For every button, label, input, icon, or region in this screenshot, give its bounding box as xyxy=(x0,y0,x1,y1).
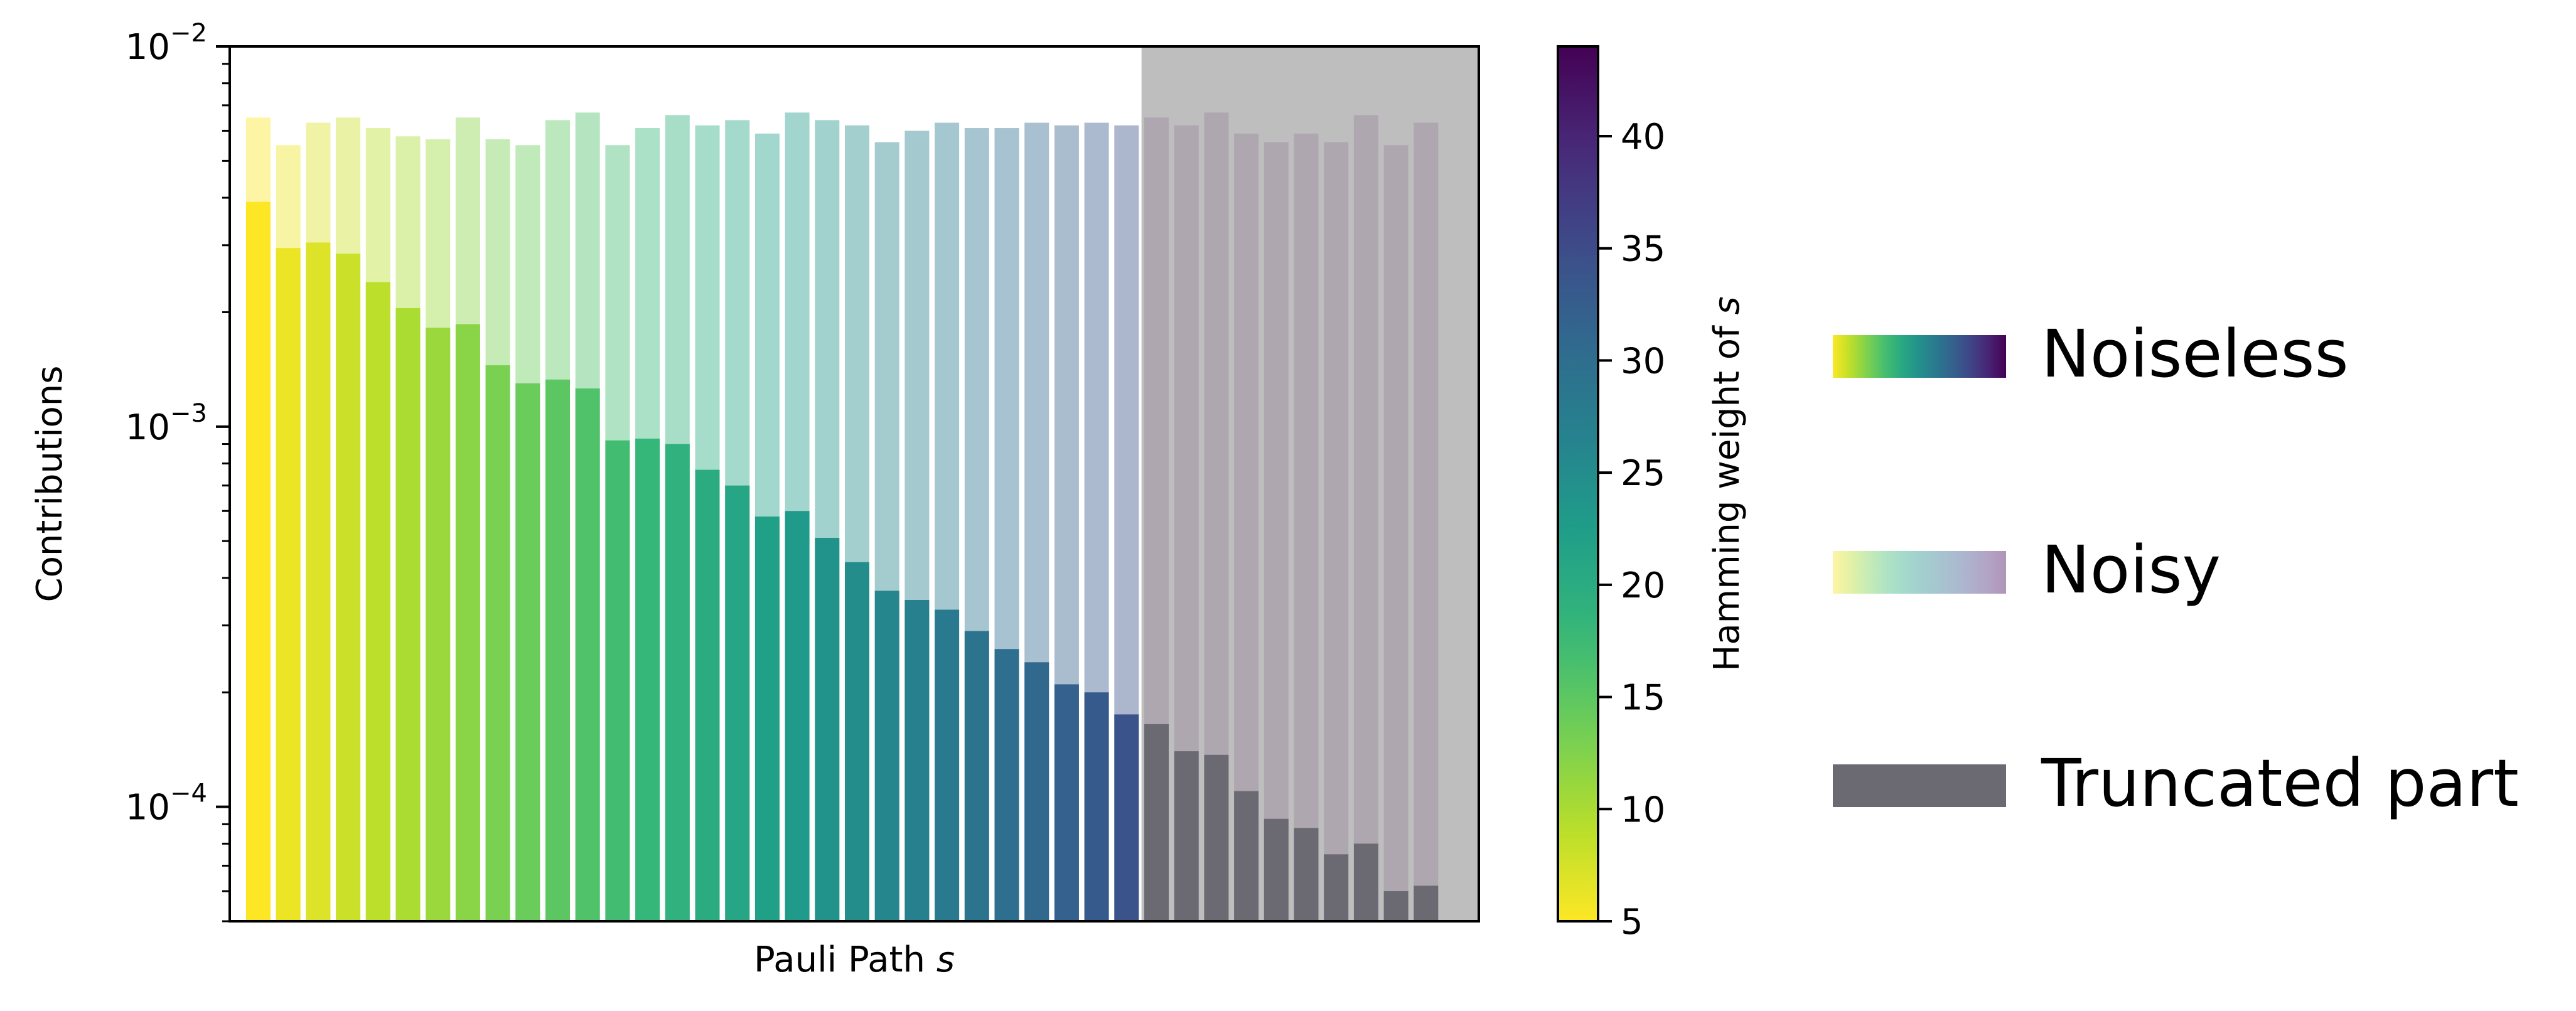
legend-swatch xyxy=(1833,551,2006,594)
noiseless-bar xyxy=(1144,724,1169,921)
noiseless-bar xyxy=(964,631,989,921)
noiseless-bar xyxy=(994,649,1019,921)
colorbar-tick-label: 35 xyxy=(1621,229,1665,270)
colorbar-label: Hamming weight of s xyxy=(1707,296,1747,671)
legend-label: Noiseless xyxy=(2041,316,2349,392)
noiseless-bar xyxy=(1353,843,1378,921)
noiseless-bar xyxy=(1324,854,1349,921)
noiseless-bar xyxy=(695,469,720,921)
y-tick-label: 10−4 xyxy=(126,779,207,828)
noiseless-bar xyxy=(1264,818,1289,921)
noiseless-bar xyxy=(336,254,361,921)
noiseless-bar xyxy=(426,328,451,921)
noiseless-bar xyxy=(785,511,810,921)
noisy-bar xyxy=(1324,142,1349,921)
noiseless-bar xyxy=(455,324,480,921)
noiseless-bar xyxy=(1114,714,1139,921)
noiseless-bar xyxy=(935,609,960,921)
noiseless-bar xyxy=(1054,684,1079,921)
x-axis-label: Pauli Path s xyxy=(754,939,955,980)
noisy-bar xyxy=(1234,133,1259,921)
colorbar-ticks: 5 10 15 20 25 30 35 40 xyxy=(1598,117,1665,943)
y-axis-ticks: 10−2 10−3 10−4 xyxy=(126,19,230,923)
noiseless-bar xyxy=(605,440,630,921)
noiseless-bar xyxy=(725,485,750,921)
noiseless-bar xyxy=(306,242,331,921)
legend-swatch xyxy=(1833,764,2006,807)
colorbar-tick-label: 15 xyxy=(1621,678,1665,719)
y-tick-label: 10−2 xyxy=(126,19,207,68)
noiseless-bar xyxy=(545,379,570,921)
y-axis-label: Contributions xyxy=(30,366,70,602)
noiseless-bar xyxy=(276,248,301,921)
noiseless-bar xyxy=(754,516,780,921)
noiseless-bar xyxy=(1084,692,1109,921)
legend-label: Truncated part xyxy=(2041,745,2519,821)
colorbar-tick-label: 20 xyxy=(1621,565,1665,606)
y-tick-label: 10−3 xyxy=(126,399,207,448)
noiseless-bars xyxy=(246,201,1439,921)
noiseless-bar xyxy=(815,537,840,921)
noiseless-bar xyxy=(1174,751,1199,921)
noiseless-bar xyxy=(904,600,930,921)
noiseless-bar xyxy=(1234,791,1259,921)
noisy-bar xyxy=(1294,133,1319,921)
noiseless-bar xyxy=(635,438,660,921)
noiseless-bar xyxy=(845,562,869,921)
noisy-bar xyxy=(1383,145,1409,921)
noiseless-bar xyxy=(1383,891,1409,921)
noiseless-bar xyxy=(1024,662,1049,921)
noiseless-bar xyxy=(1294,828,1319,921)
noiseless-bar xyxy=(665,444,690,921)
noisy-bar xyxy=(1414,122,1439,921)
noiseless-bar xyxy=(395,308,421,921)
noiseless-bar xyxy=(485,365,510,921)
plot-frame xyxy=(228,45,1480,923)
noisy-bar xyxy=(1264,142,1289,921)
colorbar-tick-label: 30 xyxy=(1621,341,1665,382)
noiseless-bar xyxy=(246,201,271,921)
noiseless-bar xyxy=(365,282,390,921)
legend-label: Noisy xyxy=(2041,532,2221,608)
colorbar-tick-label: 10 xyxy=(1621,789,1665,830)
legend: Noiseless Noisy Truncated part xyxy=(1833,316,2519,821)
noiseless-bar xyxy=(515,383,540,921)
colorbar xyxy=(1557,45,1599,923)
noiseless-bar xyxy=(575,388,600,921)
colorbar-tick-label: 5 xyxy=(1621,902,1643,943)
noisy-bar xyxy=(1353,115,1378,921)
noiseless-bar xyxy=(1414,885,1439,921)
noiseless-bar xyxy=(1204,754,1229,921)
colorbar-tick-label: 25 xyxy=(1621,453,1665,494)
colorbar-tick-label: 40 xyxy=(1621,117,1665,158)
noiseless-bar xyxy=(874,591,899,921)
legend-swatch xyxy=(1833,335,2006,378)
